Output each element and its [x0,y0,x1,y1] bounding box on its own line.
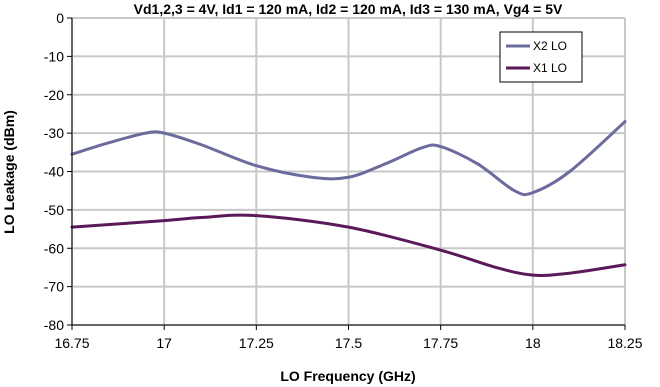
legend: X2 LO X1 LO [499,31,583,83]
x-tick-label: 18 [525,335,541,351]
y-tick-label: -30 [44,125,64,141]
y-tick-label: -40 [44,164,64,180]
series-layer [70,120,627,277]
legend-box [499,31,583,83]
y-tick-label: -20 [44,87,64,103]
series-line-x2-lo [70,120,627,197]
legend-label-x2-lo: X2 LO [533,39,567,53]
y-tick-label: 0 [56,10,64,26]
x-axis-ticks: 16.75 17 17.25 17.5 17.75 18 18.25 [54,325,643,351]
x-tick-label: 16.75 [54,335,89,351]
legend-label-x1-lo: X1 LO [533,61,567,75]
x-tick-label: 17.75 [423,335,458,351]
x-tick-label: 17 [156,335,172,351]
y-tick-label: -60 [44,240,64,256]
x-tick-label: 17.5 [335,335,362,351]
y-tick-label: -50 [44,202,64,218]
x-tick-label: 17.25 [239,335,274,351]
x-axis-title: LO Frequency (GHz) [280,368,415,384]
y-tick-label: -80 [44,317,64,333]
y-tick-label: -10 [44,48,64,64]
y-axis-ticks: 0 -10 -20 -30 -40 -50 -60 -70 -80 [44,10,72,333]
y-tick-label: -70 [44,279,64,295]
y-axis-title: LO Leakage (dBm) [1,110,17,234]
series-line-x1-lo [70,213,627,277]
chart-title: Vd1,2,3 = 4V, Id1 = 120 mA, Id2 = 120 mA… [134,1,563,17]
x-tick-label: 18.25 [607,335,642,351]
